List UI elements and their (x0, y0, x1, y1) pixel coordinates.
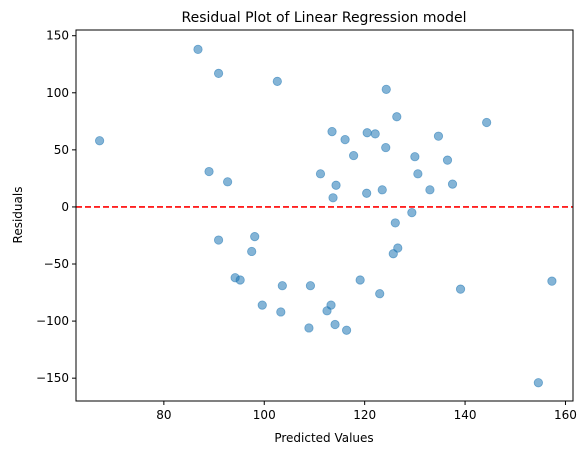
data-point (340, 134, 350, 145)
data-point (381, 142, 391, 153)
data-point (223, 177, 233, 187)
data-point (392, 112, 402, 122)
data-point (341, 325, 352, 335)
data-point (277, 281, 287, 291)
y-tick-label: −100 (36, 314, 69, 328)
x-tick-label: 100 (253, 408, 276, 422)
data-point (407, 208, 417, 218)
data-point (213, 68, 224, 78)
data-point (377, 185, 387, 195)
data-points (94, 44, 557, 388)
data-point (94, 136, 105, 146)
data-point (447, 179, 458, 189)
data-point (455, 284, 466, 294)
axes-background (76, 30, 573, 401)
data-point (390, 218, 400, 228)
data-point (355, 275, 365, 285)
plot-area (75, 29, 574, 402)
data-point (193, 44, 203, 55)
data-point (393, 243, 403, 253)
data-point (213, 235, 224, 245)
y-tick-label: −150 (36, 371, 69, 385)
x-tick-label: 140 (454, 408, 477, 422)
data-point (204, 166, 214, 177)
x-axis-label: Predicted Values (274, 431, 373, 445)
data-point (362, 188, 372, 198)
y-tick-label: 50 (54, 143, 69, 157)
data-point (272, 76, 282, 86)
data-point (362, 128, 372, 138)
y-tick-label: 100 (46, 86, 69, 100)
data-point (235, 275, 245, 285)
data-point (433, 131, 444, 141)
x-tick-label: 80 (156, 408, 171, 422)
data-point (328, 193, 338, 203)
data-point (370, 129, 380, 139)
y-tick-label: 0 (61, 200, 69, 214)
x-axis-ticks: 80 100 120 140 160 (156, 401, 577, 422)
axes-frame (75, 29, 574, 402)
y-axis-ticks: −150 −100 −50 0 50 100 150 (36, 29, 76, 385)
data-point (547, 276, 557, 286)
chart-title: Residual Plot of Linear Regression model (182, 10, 467, 26)
data-point (247, 246, 257, 257)
data-point (315, 169, 326, 179)
data-point (250, 232, 260, 242)
y-tick-label: 150 (46, 29, 69, 43)
data-point (381, 84, 391, 94)
data-point (425, 185, 435, 195)
data-point (304, 323, 314, 333)
x-tick-label: 120 (353, 408, 376, 422)
data-point (482, 117, 492, 128)
data-point (533, 378, 543, 388)
data-point (375, 289, 385, 299)
y-axis-label: Residuals (11, 187, 25, 244)
data-point (442, 155, 453, 165)
data-point (331, 180, 341, 190)
data-point (349, 150, 359, 161)
data-point (327, 126, 337, 137)
data-point (326, 300, 336, 310)
data-point (413, 169, 423, 179)
data-point (330, 319, 340, 330)
data-point (410, 152, 420, 162)
data-point (257, 300, 267, 310)
data-point (276, 307, 286, 317)
y-tick-label: −50 (44, 257, 69, 271)
x-tick-label: 160 (554, 408, 577, 422)
data-point (305, 281, 316, 291)
